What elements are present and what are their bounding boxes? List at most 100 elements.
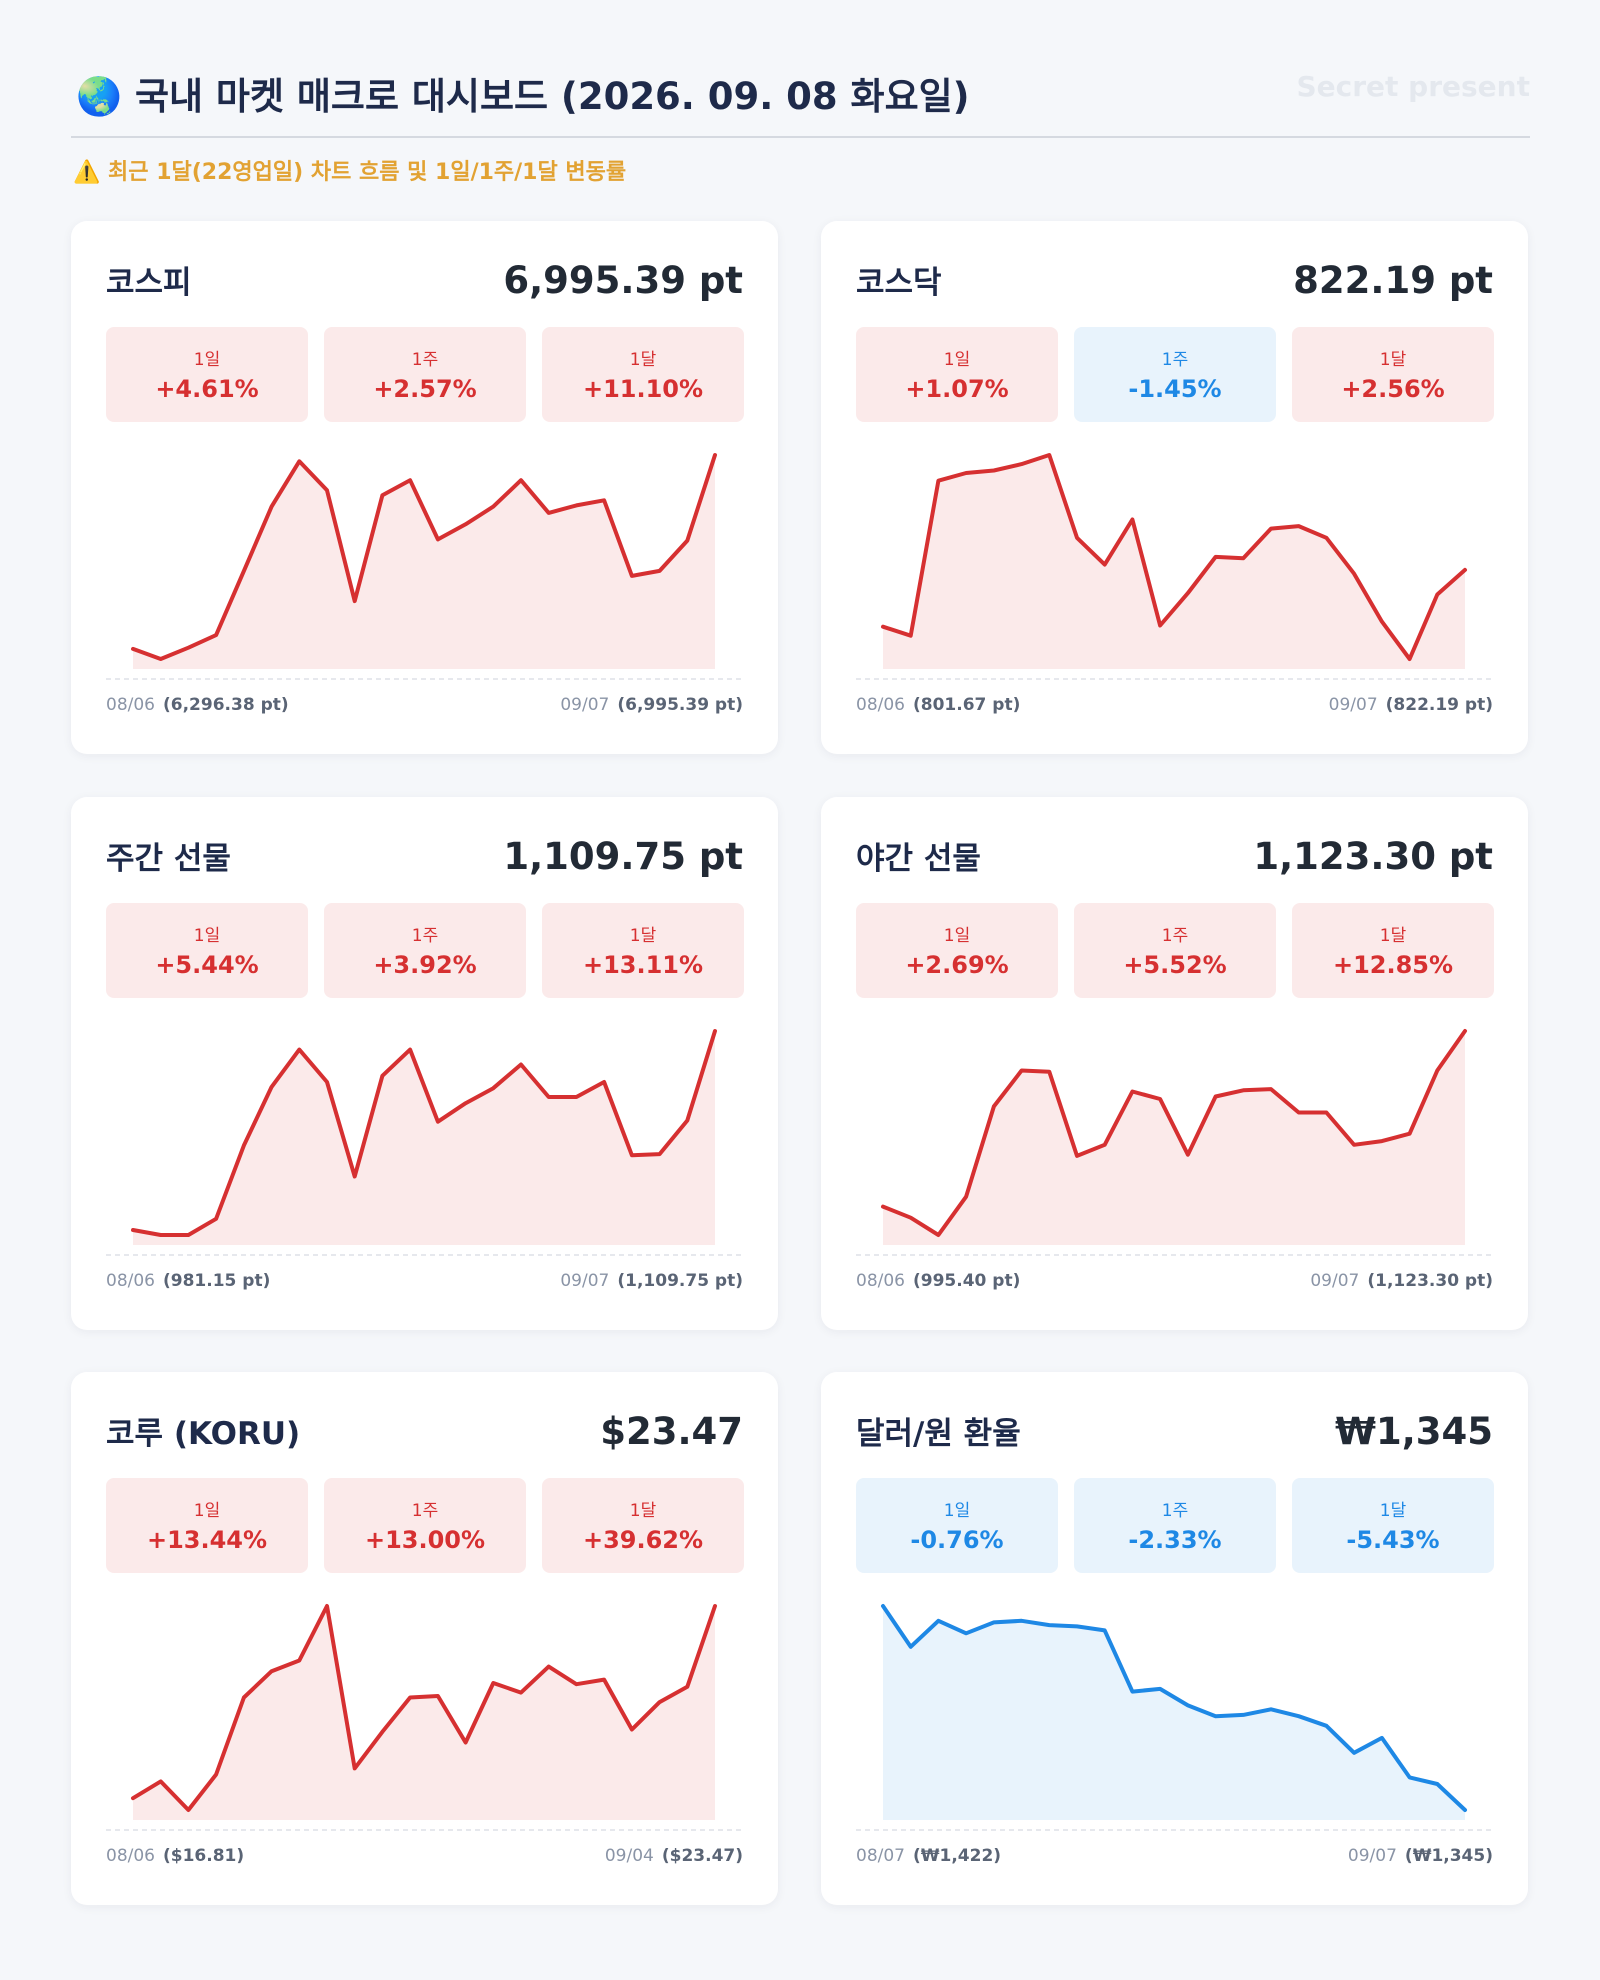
end-value: (822.19 pt) [1385,695,1493,715]
change-label: 1주 [1161,350,1189,370]
change-value: +1.07% [905,375,1009,403]
start-value: (801.67 pt) [913,695,1021,715]
change-value: +12.85% [1332,951,1454,979]
change-box: 1달 +13.11% [542,903,744,998]
start-footer: 08/06 (995.40 pt) [856,1271,1020,1291]
change-value: -0.76% [910,1526,1004,1554]
sparkline [106,1604,743,1831]
change-label: 1일 [193,926,221,946]
change-box: 1일 +13.44% [106,1478,308,1573]
line [131,1604,717,1812]
start-footer: 08/06 ($16.81) [106,1846,244,1866]
line [881,1029,1467,1237]
line [881,453,1467,661]
start-date: 08/07 [856,1846,905,1866]
end-date: 09/07 [560,1271,610,1291]
line [131,1029,717,1237]
end-footer: 09/07 (6,995.39 pt) [560,695,743,715]
change-box: 1주 +5.52% [1074,903,1276,998]
change-value: -1.45% [1128,375,1222,403]
card: 코루 (KORU) $23.47 1일 +13.44% 1주 +13.00% 1달 +39.6… [71,1372,778,1905]
end-footer: 09/07 (822.19 pt) [1329,695,1493,715]
sparkline [856,453,1493,680]
card-price: $23.47 [600,1410,743,1453]
change-value: +2.57% [373,375,477,403]
brand: Secret present [1296,70,1530,103]
change-box: 1일 +5.44% [106,903,308,998]
start-date: 08/06 [856,1271,905,1291]
change-value: +5.44% [155,951,259,979]
change-box: 1주 +2.57% [324,327,526,422]
sparkline [856,1029,1493,1256]
card-title: 코루 (KORU) [106,1416,301,1452]
card-title: 코스닥 [856,265,942,301]
change-label: 1달 [629,1501,657,1521]
change-label: 1주 [1161,926,1189,946]
end-date: 09/07 [560,695,610,715]
change-box: 1주 -2.33% [1074,1478,1276,1573]
start-value: (995.40 pt) [913,1271,1021,1291]
start-date: 08/06 [856,695,905,715]
end-footer: 09/07 (1,123.30 pt) [1310,1271,1493,1291]
sparkline [856,1604,1493,1831]
end-date: 09/07 [1328,695,1378,715]
change-value: +13.11% [582,951,704,979]
change-box: 1달 +11.10% [542,327,744,422]
end-value: (6,995.39 pt) [617,695,743,715]
change-label: 1일 [193,1501,221,1521]
start-footer: 08/06 (801.67 pt) [856,695,1020,715]
change-box: 1달 +12.85% [1292,903,1494,998]
area [883,1031,1465,1245]
change-box: 1일 +2.69% [856,903,1058,998]
card-price: 822.19 pt [1293,259,1493,302]
end-footer: 09/07 (₩1,345) [1348,1846,1493,1866]
area [133,1031,715,1245]
change-label: 1달 [1379,350,1407,370]
change-value: -2.33% [1128,1526,1222,1554]
end-date: 09/07 [1347,1846,1397,1866]
sparkline [106,1029,743,1256]
change-value: +4.61% [155,375,259,403]
start-value: (₩1,422) [913,1846,1002,1866]
area [883,1606,1465,1820]
change-value: +5.52% [1123,951,1227,979]
change-box: 1주 -1.45% [1074,327,1276,422]
change-box: 1달 -5.43% [1292,1478,1494,1573]
change-box: 1일 +4.61% [106,327,308,422]
change-box: 1주 +3.92% [324,903,526,998]
start-footer: 08/06 (6,296.38 pt) [106,695,289,715]
change-value: -5.43% [1346,1526,1440,1554]
change-box: 1일 -0.76% [856,1478,1058,1573]
start-value: (6,296.38 pt) [163,695,289,715]
change-value: +13.44% [146,1526,268,1554]
start-value: (981.15 pt) [163,1271,271,1291]
start-date: 08/06 [106,695,155,715]
divider [71,136,1530,138]
card-price: 6,995.39 pt [503,259,743,302]
change-value: +11.10% [582,375,704,403]
change-label: 1주 [411,926,439,946]
change-box: 1주 +13.00% [324,1478,526,1573]
change-label: 1일 [943,926,971,946]
card: 코스피 6,995.39 pt 1일 +4.61% 1주 +2.57% 1달 +11.10% 0… [71,221,778,754]
card-title: 달러/원 환율 [856,1416,1021,1452]
end-date: 09/04 [604,1846,654,1866]
line [131,453,717,661]
change-label: 1달 [1379,926,1407,946]
end-value: (1,123.30 pt) [1367,1271,1493,1291]
change-label: 1일 [943,1501,971,1521]
change-label: 1달 [1379,1501,1407,1521]
card: 코스닥 822.19 pt 1일 +1.07% 1주 -1.45% 1달 +2.56% 08/0… [821,221,1528,754]
change-value: +2.69% [905,951,1009,979]
card-title: 코스피 [106,265,192,301]
area [133,1606,715,1820]
change-label: 1주 [1161,1501,1189,1521]
sparkline [106,453,743,680]
end-value: (1,109.75 pt) [617,1271,743,1291]
change-value: +3.92% [373,951,477,979]
subtitle: ⚠️ 최근 1달(22영업일) 차트 흐름 및 1일/1주/1달 변동률 [73,160,627,185]
end-value: (₩1,345) [1404,1846,1493,1866]
end-value: ($23.47) [661,1846,743,1866]
change-label: 1주 [411,1501,439,1521]
